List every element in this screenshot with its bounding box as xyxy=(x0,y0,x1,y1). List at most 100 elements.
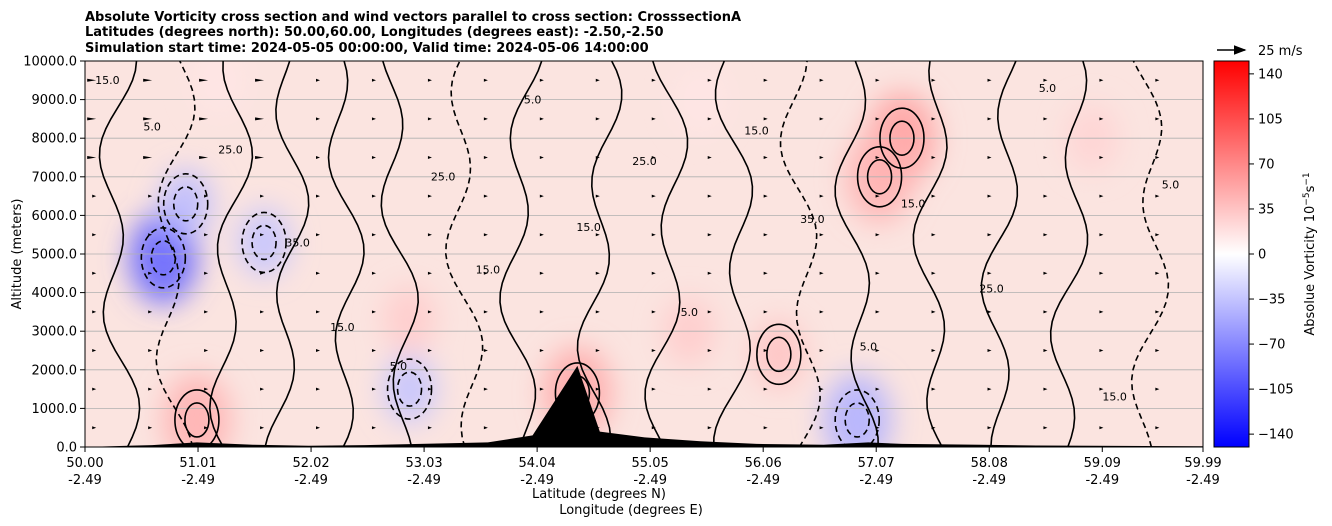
contour-label: 5.0 xyxy=(1162,178,1180,191)
wind-vector xyxy=(260,387,265,391)
y-tick-label: 3000.0 xyxy=(32,325,78,340)
x-tick-label-lon: -2.49 xyxy=(181,473,215,488)
wind-vector xyxy=(595,194,600,198)
wind-vector xyxy=(875,117,880,121)
vorticity-blob xyxy=(162,373,231,447)
x-tick-label-lon: -2.49 xyxy=(520,473,554,488)
wind-vector xyxy=(1043,233,1048,237)
x-tick-label-lon: -2.49 xyxy=(746,473,780,488)
x-tick-label-lat: 52.02 xyxy=(292,456,329,471)
chart-title: Absolute Vorticity cross section and win… xyxy=(85,10,741,56)
contour-labels: 15.0 5.0 25.0 35.0 15.0 5.0 25.0 15.0 5.0 15.0 25.… xyxy=(95,74,1179,404)
wind-vector xyxy=(1155,78,1160,82)
wind-vector xyxy=(987,426,992,430)
wind-vector xyxy=(143,117,153,121)
colorbar-label-exp: −5 xyxy=(1302,192,1312,205)
contour-label: 15.0 xyxy=(1102,391,1127,404)
wind-vector xyxy=(371,387,376,391)
wind-vector xyxy=(875,349,880,352)
wind-vector xyxy=(875,310,880,314)
wind-vector xyxy=(763,156,768,159)
wind-vector xyxy=(483,271,488,275)
wind-vector xyxy=(199,156,209,159)
wind-vector xyxy=(931,310,936,314)
x-tick-label-lat: 51.01 xyxy=(179,456,216,471)
colorbar-label-base: Absolue Vorticity 10 xyxy=(1303,206,1318,336)
wind-vector xyxy=(148,349,153,352)
wind-vector xyxy=(1155,349,1160,352)
plot-area: 15.0 5.0 25.0 35.0 15.0 5.0 25.0 15.0 5.0 15.0 25.… xyxy=(85,61,1203,447)
vorticity-blob xyxy=(383,355,436,424)
wind-vector xyxy=(1099,156,1104,159)
wind-vector xyxy=(483,233,488,237)
contour-line xyxy=(912,61,948,447)
wind-vector xyxy=(931,387,936,391)
wind-vector xyxy=(87,117,97,121)
y-axis: 0.0 1000.0 2000.0 3000.0 4000.0 5000.0 6000.0 7… xyxy=(23,55,85,456)
y-tick-label: 8000.0 xyxy=(32,132,78,147)
wind-vector xyxy=(539,117,544,121)
x-tick-label-lat: 58.08 xyxy=(971,456,1008,471)
contour-label: 15.0 xyxy=(576,221,601,234)
wind-vector xyxy=(595,117,600,121)
contour-line xyxy=(98,61,141,447)
wind-vector xyxy=(92,310,97,314)
contour-label: 35.0 xyxy=(800,213,825,226)
y-tick-label: 2000.0 xyxy=(32,363,78,378)
contour-ring xyxy=(172,186,199,222)
colorbar-tick-label: −140 xyxy=(1258,428,1294,443)
contour-label: 5.0 xyxy=(860,341,878,354)
x-axis-label-lat: Latitude (degrees N) xyxy=(532,487,666,502)
contour-label: 25.0 xyxy=(632,155,657,168)
wind-vector xyxy=(1155,310,1160,314)
wind-vector xyxy=(148,426,153,430)
y-tick-label: 9000.0 xyxy=(32,93,78,108)
contour-label: 15.0 xyxy=(476,263,501,276)
wind-vector xyxy=(931,271,936,275)
wind-vector xyxy=(255,117,265,121)
colorbar-label-unit: s xyxy=(1303,185,1318,192)
contour-label: 15.0 xyxy=(95,74,120,87)
wind-vector xyxy=(316,426,321,430)
contour-ring xyxy=(766,336,792,373)
wind-vector xyxy=(371,78,376,82)
colorbar-label: Absolue Vorticity 10−5s−1 xyxy=(1302,172,1318,335)
wind-vector xyxy=(316,271,321,275)
wind-vector xyxy=(819,194,824,198)
wind-vector xyxy=(260,194,265,198)
contour-lines xyxy=(98,61,1170,447)
wind-vector xyxy=(763,387,768,391)
wind-vector xyxy=(371,117,376,121)
contour-ring xyxy=(834,389,880,447)
contour-label: 5.0 xyxy=(1039,82,1057,95)
wind-vector xyxy=(819,117,824,121)
wind-vector xyxy=(316,156,321,159)
wind-vector xyxy=(987,233,992,237)
wind-vector xyxy=(371,194,376,198)
wind-vector xyxy=(1099,194,1104,198)
wind-vector xyxy=(707,271,712,275)
wind-vector xyxy=(316,387,321,391)
wind-vector xyxy=(1155,233,1160,237)
wind-vector xyxy=(92,387,97,391)
x-tick-label-lon: -2.49 xyxy=(633,473,667,488)
colorbar-tick-label: −35 xyxy=(1258,293,1285,308)
wind-vector xyxy=(1043,78,1048,82)
wind-vector xyxy=(987,117,992,121)
contour-ring xyxy=(396,371,423,407)
wind-vector xyxy=(595,310,600,314)
wind-vector xyxy=(875,233,880,237)
contour-ring xyxy=(844,402,870,438)
wind-vector xyxy=(651,233,656,237)
wind-vector xyxy=(707,349,712,352)
x-tick-label-lat: 59.09 xyxy=(1084,456,1121,471)
wind-vector xyxy=(539,387,544,391)
wind-vector xyxy=(707,310,712,314)
wind-vector xyxy=(1155,387,1160,391)
wind-vector xyxy=(260,271,265,275)
contour-ring xyxy=(162,173,209,235)
contour-line xyxy=(576,61,623,447)
wind-vector xyxy=(483,117,488,121)
contour-label: 15.0 xyxy=(744,124,769,137)
wind-vector xyxy=(875,387,880,391)
